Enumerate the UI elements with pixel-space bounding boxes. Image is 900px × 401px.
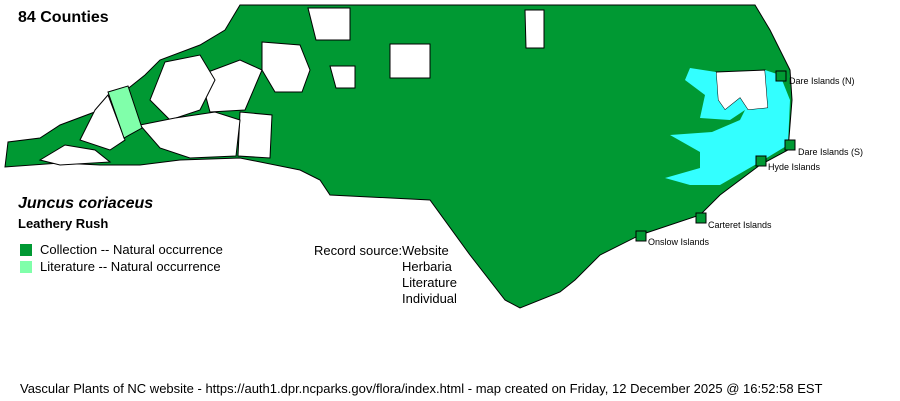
legend-collection: Collection -- Natural occurrence bbox=[20, 242, 223, 257]
absent-counties bbox=[38, 7, 769, 166]
legend-swatch bbox=[20, 260, 32, 273]
county-absent bbox=[139, 111, 241, 159]
scientific-name: Juncus coriaceus bbox=[18, 195, 154, 212]
island-label: Dare Islands (S) bbox=[798, 147, 864, 157]
common-name: Leathery Rush bbox=[18, 216, 109, 231]
legend-swatch bbox=[20, 243, 32, 256]
county-count: 84 Counties bbox=[18, 9, 109, 26]
county-absent bbox=[79, 94, 126, 151]
county-absent bbox=[524, 9, 545, 49]
county-absent bbox=[329, 65, 356, 89]
county-absent bbox=[38, 144, 112, 166]
county-absent bbox=[307, 7, 351, 41]
legend-label: Collection -- Natural occurrence bbox=[40, 242, 223, 257]
county-literature bbox=[107, 85, 143, 139]
legend-label: Literature -- Natural occurrence bbox=[40, 259, 221, 274]
county-absent bbox=[149, 54, 216, 121]
island-label: Onslow Islands bbox=[648, 237, 710, 247]
island-markers bbox=[635, 70, 796, 242]
record-source: Individual bbox=[402, 291, 457, 306]
county-absent bbox=[237, 111, 273, 159]
county-absent bbox=[389, 43, 431, 79]
record-source: Herbaria bbox=[402, 259, 452, 274]
legend-literature: Literature -- Natural occurrence bbox=[20, 259, 221, 274]
footer-credit: Vascular Plants of NC website - https://… bbox=[20, 381, 823, 396]
island-label: Dare Islands (N) bbox=[789, 76, 855, 86]
county-absent bbox=[199, 59, 263, 113]
island-label: Hyde Islands bbox=[768, 162, 821, 172]
record-source-label: Record source: bbox=[314, 243, 403, 258]
record-source: Website bbox=[402, 243, 449, 258]
record-source: Literature bbox=[402, 275, 457, 290]
island-label: Carteret Islands bbox=[708, 220, 772, 230]
